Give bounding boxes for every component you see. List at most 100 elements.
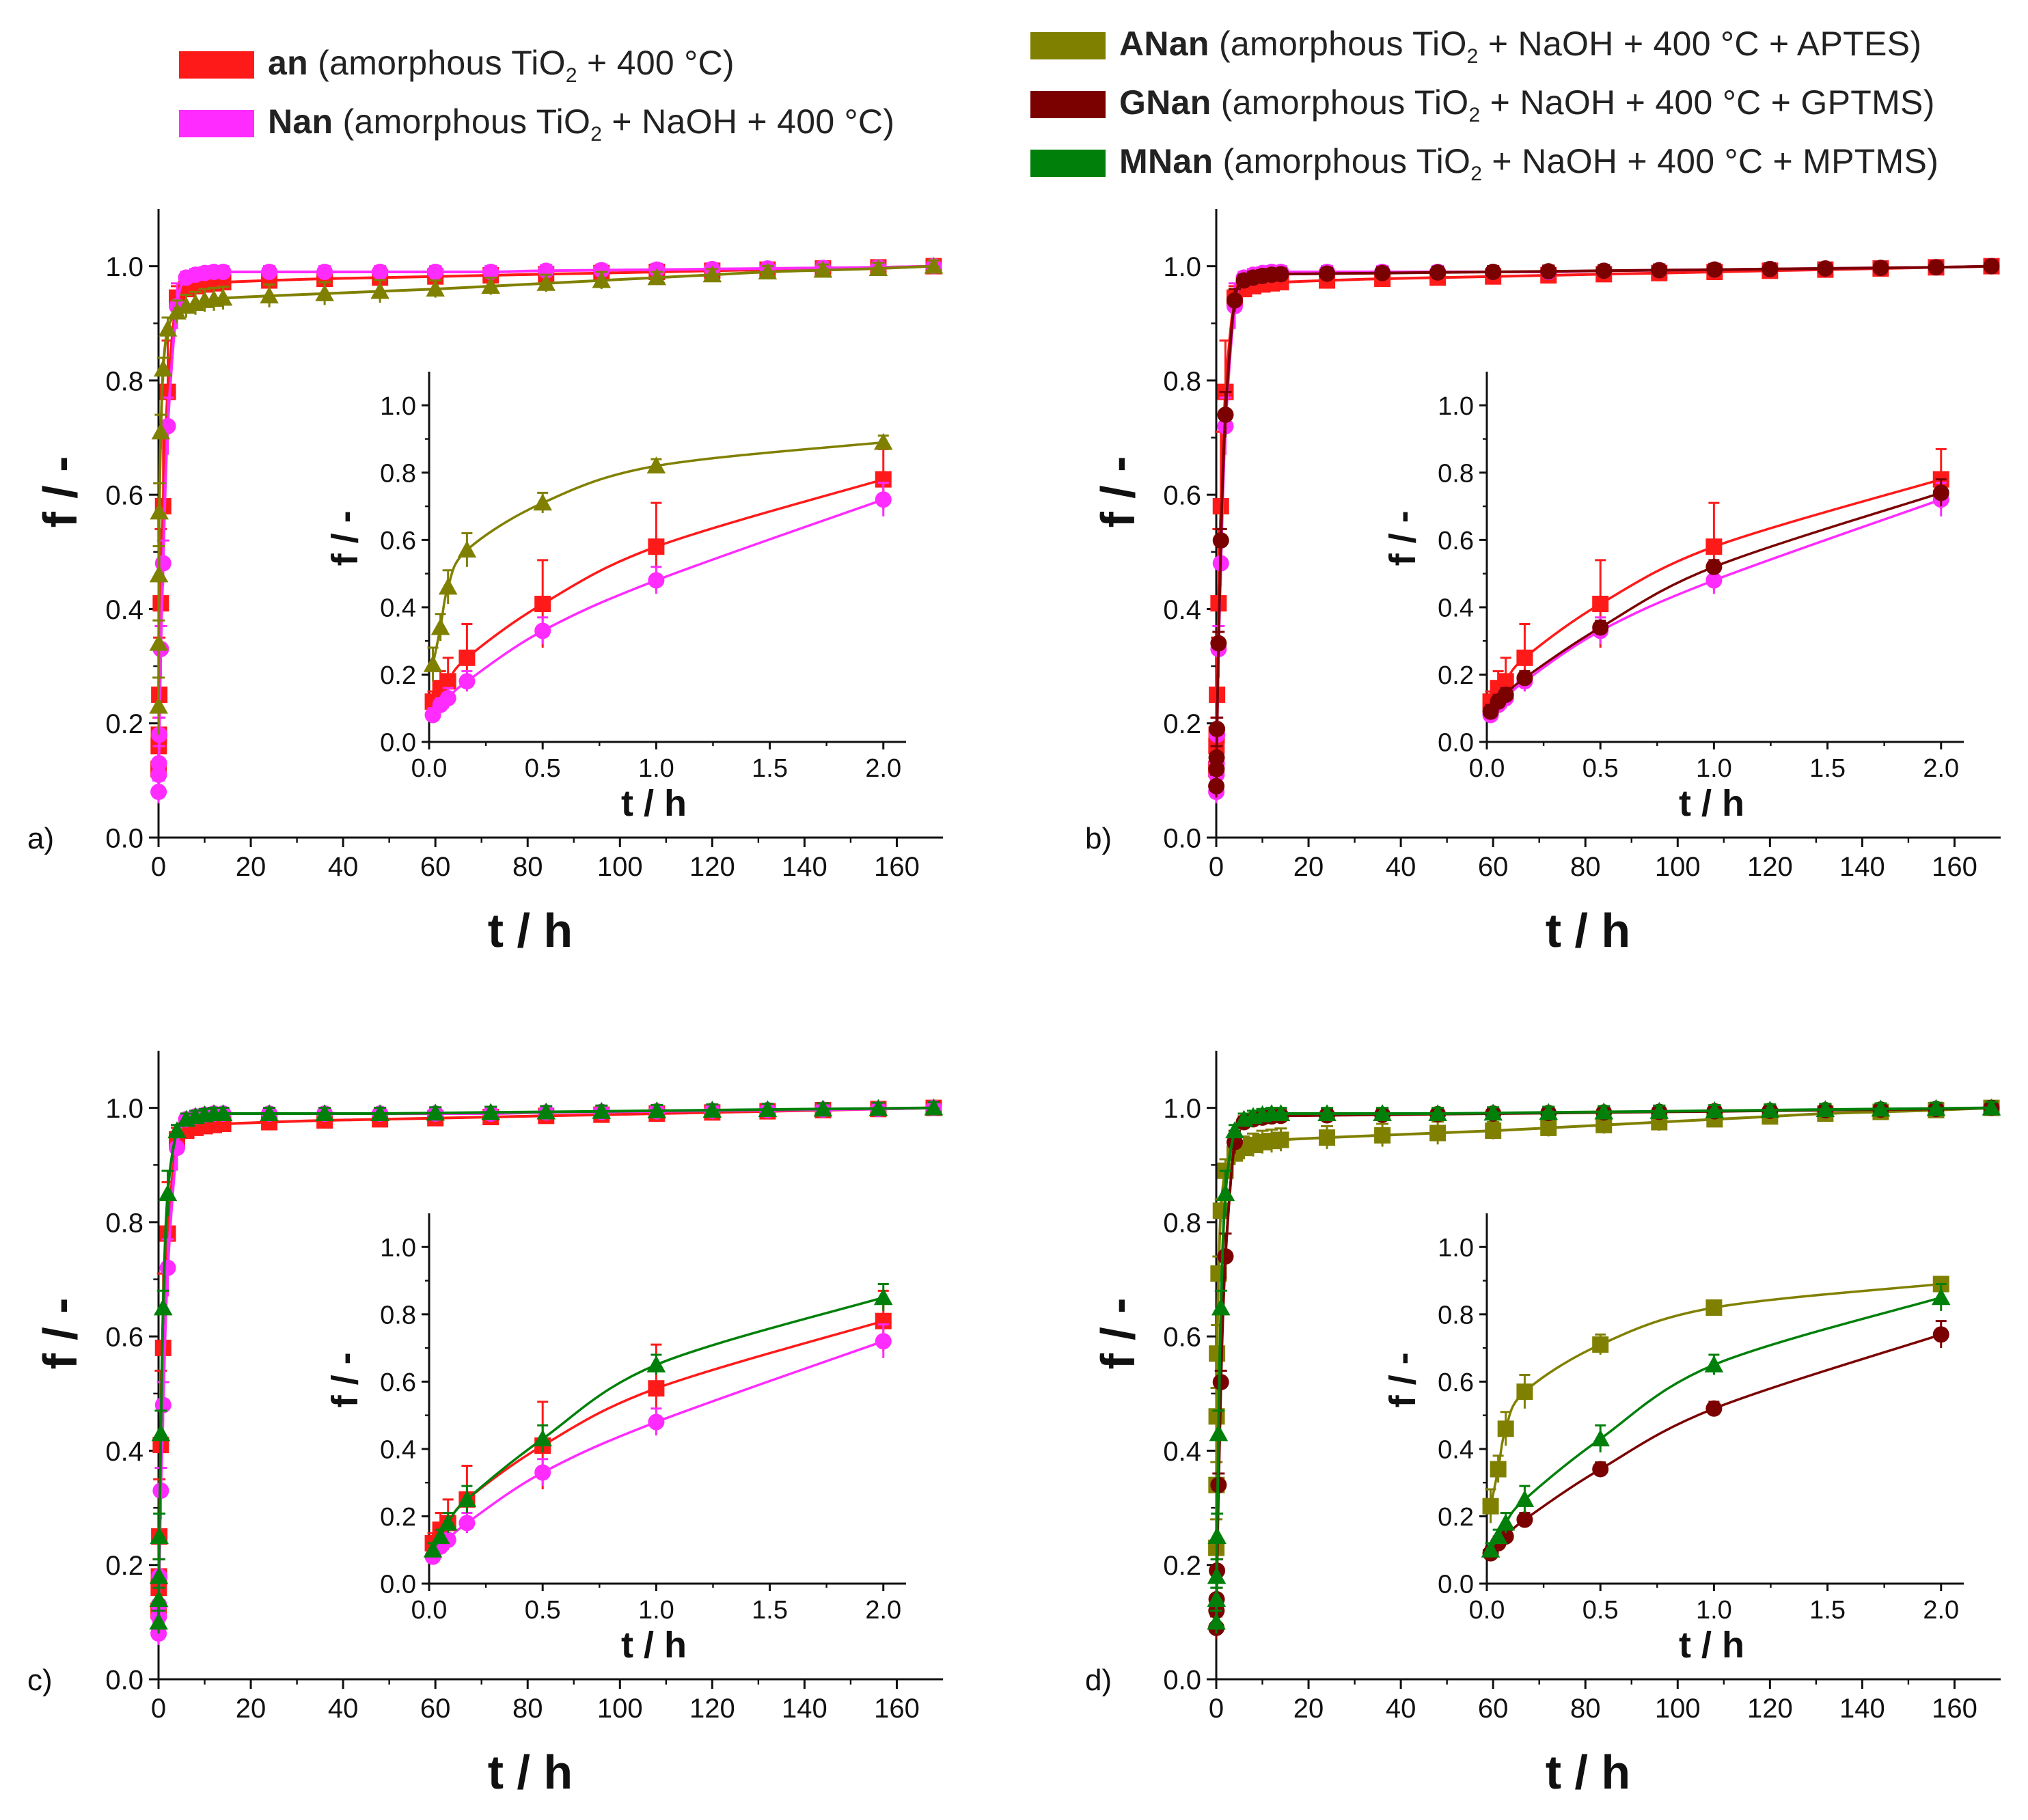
panel-a-inset-point-Nan [458, 673, 476, 690]
panel-b-inset-point-GNan [1705, 558, 1723, 575]
panel-a-main-point-Nan [482, 264, 499, 280]
panel-d-main-point-ANan [1429, 1125, 1447, 1142]
panel-c-main-y-ticks: 0.0 0.2 0.4 0.6 0.8 1.0 [105, 1094, 159, 1695]
panel-d-main-x-ticks: 0 20 40 60 80 100 120 140 160 [1209, 1679, 1977, 1724]
panel-a-inset-x-tick-label: 1.5 [752, 754, 788, 783]
panel-c-inset-y-axis-title: f / - [325, 1352, 366, 1407]
panel-c-main-point-MNan [167, 1121, 187, 1139]
panel-a-main-y-tick-label: 0.4 [105, 595, 143, 625]
panel-a-main-point-Nan [150, 784, 167, 801]
panel-b-inset-x-tick-label: 1.0 [1696, 754, 1732, 783]
panel-a-main-point-ANan [151, 422, 171, 440]
panel-d-main-y-tick-label: 0.0 [1163, 1665, 1201, 1695]
panel-d-inset-point-ANan [1497, 1420, 1514, 1437]
panel-a-main-point-ANan [924, 256, 944, 274]
panel-d-inset-y-tick-label: 0.8 [1438, 1301, 1474, 1329]
legend-subscript: 2 [1470, 162, 1483, 185]
panel-d-main-point-ANan [1272, 1131, 1289, 1148]
panel-c-inset-point-MNan [646, 1355, 666, 1373]
panel-c-y-axis-title: f / - [33, 1298, 87, 1370]
panel-a-main-y-tick-label: 0.2 [105, 709, 143, 739]
panel-d-label: d) [1085, 1664, 1112, 1697]
panel-d-main-point-MNan [1539, 1103, 1559, 1120]
legend-description-end: + NaOH + 400 °C) [602, 102, 895, 141]
legend-item-Nan: Nan (amorphous TiO2 + NaOH + 400 °C) [179, 94, 894, 153]
panel-a-main-point-ANan [813, 260, 833, 278]
panel-b-main-x-tick-label: 120 [1747, 852, 1793, 882]
panel-c-main-point-MNan [149, 1612, 168, 1630]
panel-b-inset-point-GNan [1932, 484, 1949, 501]
panel-b-y-axis-title: f / - [1091, 456, 1145, 528]
panel-d-main-point-MNan [1428, 1104, 1447, 1122]
panel-d-inset-y-tick-label: 0.2 [1438, 1503, 1474, 1532]
panel-d-inset-point-ANan [1516, 1383, 1533, 1401]
legend-swatch-Nan [179, 110, 254, 137]
panel-a-inset-point-ANan [430, 618, 450, 635]
legend-label-an: an (amorphous TiO2 + 400 °C) [268, 43, 735, 87]
panel-d-inset-series-MNan [1481, 1282, 1951, 1558]
panel-a-inset-series-Nan [424, 482, 892, 723]
panel-a-main-point-Nan [261, 264, 278, 280]
panel-b-main-point-GNan [1595, 262, 1613, 279]
panel-c-main-x-tick-label: 140 [782, 1694, 827, 1724]
panel-a-inset-y-tick-label: 0.4 [380, 594, 416, 623]
panel-a-main-point-Nan [150, 767, 167, 783]
panel-c-inset-y-tick-label: 0.6 [380, 1368, 416, 1397]
panel-b-inset-y-tick-label: 1.0 [1438, 392, 1474, 421]
panel-b-main-y-ticks: 0.0 0.2 0.4 0.6 0.8 1.0 [1163, 252, 1216, 853]
panel-d-x-axis-title: t / h [1546, 1746, 1630, 1799]
panel-c-main-point-MNan [702, 1101, 722, 1118]
panel-d-inset-y-tick-label: 0.0 [1438, 1571, 1474, 1599]
panel-c-inset-point-MNan [457, 1490, 477, 1507]
panel-a-inset-point-Nan [648, 572, 665, 589]
panel-a-main-plot: 0 20 40 60 80 100 120 140 1600.00.20.40.60.81.0t… [33, 209, 944, 957]
legend-swatch-MNan [1030, 150, 1106, 177]
legend-label-MNan: MNan (amorphous TiO2 + NaOH + 400 °C + M… [1119, 141, 1938, 186]
panel-b-inset-point-GNan [1497, 687, 1514, 704]
panel-c-inset-x-tick-label: 1.5 [752, 1596, 788, 1625]
panel-c-main-x-tick-label: 60 [420, 1694, 451, 1724]
panel-a-main-x-tick-label: 100 [597, 852, 643, 882]
panel-a-main-point-ANan [315, 284, 334, 301]
panel-d-inset-y-ticks: 0.0 0.2 0.4 0.6 0.8 1.0 [1438, 1234, 1487, 1599]
panel-c-label: c) [27, 1664, 53, 1697]
panel-c-main-x-tick-label: 120 [689, 1694, 735, 1724]
panel-c-main-point-MNan [426, 1103, 445, 1121]
legend-item-MNan: MNan (amorphous TiO2 + NaOH + 400 °C + M… [1030, 134, 1938, 193]
panel-b-main-point-GNan [1762, 260, 1779, 277]
panel-b-main-point-GNan [1208, 749, 1225, 766]
panel-b-main-point-GNan [1706, 261, 1723, 278]
panel-c-inset-background [429, 1213, 906, 1584]
panel-d-inset-x-axis-title: t / h [1679, 1625, 1744, 1666]
panel-b-main-point-GNan [1983, 258, 2000, 275]
legend-series-name: GNan [1119, 83, 1211, 122]
panel-d-inset-y-tick-label: 0.6 [1438, 1368, 1474, 1397]
panel-b-main-x-tick-label: 40 [1386, 852, 1416, 882]
panel-a-main-point-ANan [158, 319, 178, 337]
panel-a-main-point-ANan [481, 277, 501, 294]
panel-b-label: b) [1085, 822, 1112, 855]
panel-d-main-x-tick-label: 40 [1386, 1694, 1416, 1724]
panel-d-inset-x-tick-label: 0.5 [1582, 1596, 1619, 1625]
panel-b-inset-point-an [1592, 595, 1609, 612]
legend-description: (amorphous TiO [1211, 83, 1469, 122]
panel-a-main-point-ANan [647, 268, 667, 286]
panel-d-main-point-MNan [1216, 1184, 1235, 1202]
panel-d-main-point-MNan [1209, 1424, 1229, 1442]
panel-c-inset-y-tick-label: 0.0 [380, 1571, 416, 1599]
panel-d-main-y-tick-label: 1.0 [1163, 1094, 1201, 1124]
panel-b-inset-x-tick-label: 0.0 [1469, 754, 1505, 783]
panel-a-x-axis-title: t / h [488, 904, 573, 957]
panel-c-inset-y-tick-label: 1.0 [380, 1234, 416, 1263]
legend-description-end: + NaOH + 400 °C + MPTMS) [1482, 141, 1939, 180]
legend-label-ANan: ANan (amorphous TiO2 + NaOH + 400 °C + A… [1119, 24, 1921, 68]
panel-d-main-point-MNan [1211, 1298, 1231, 1316]
panel-a-main-point-ANan [167, 302, 187, 320]
panel-b-main-y-tick-label: 0.4 [1163, 595, 1201, 625]
panel-d-main-point-MNan [1271, 1104, 1291, 1122]
panel-a-inset-point-Nan [875, 491, 892, 508]
panel-c-main-point-MNan [592, 1101, 612, 1119]
panel-b-main-point-GNan [1217, 406, 1234, 424]
legend-description: (amorphous TiO [1213, 141, 1471, 180]
panel-d-main-point-MNan [1225, 1121, 1244, 1139]
